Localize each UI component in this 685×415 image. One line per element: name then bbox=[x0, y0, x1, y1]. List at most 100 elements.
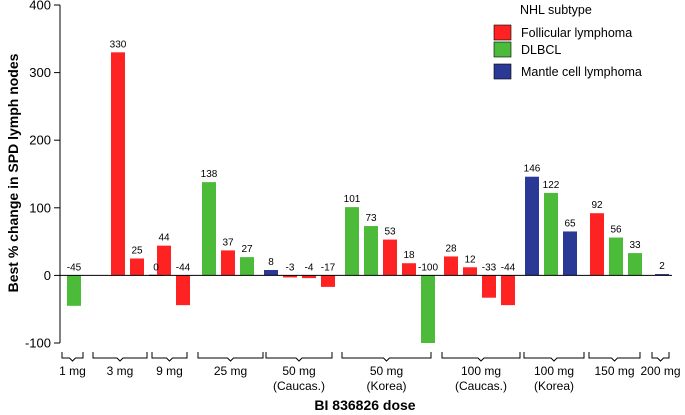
bar-value-label: 25 bbox=[131, 246, 143, 257]
bar bbox=[383, 239, 397, 276]
x-group-label: 100 mg bbox=[461, 364, 501, 378]
bar-value-label: 53 bbox=[384, 227, 396, 238]
bar-value-label: 18 bbox=[403, 250, 415, 261]
bar-value-label: -17 bbox=[321, 262, 336, 273]
y-tick-label: 400 bbox=[29, 0, 51, 13]
bar bbox=[176, 275, 190, 306]
legend-swatch-mantle bbox=[493, 63, 512, 80]
bar bbox=[444, 256, 458, 276]
group-bracket bbox=[151, 352, 188, 362]
group-bracket bbox=[265, 352, 333, 362]
bar bbox=[130, 258, 144, 276]
bar-value-label: 330 bbox=[110, 39, 127, 50]
legend-swatch-dlbcl bbox=[493, 41, 512, 58]
group-bracket bbox=[588, 352, 641, 362]
x-group-label: 150 mg bbox=[594, 364, 634, 378]
y-tick-label: 0 bbox=[44, 268, 51, 283]
legend-title: NHL subtype bbox=[520, 3, 592, 17]
legend-item-follicular: Follicular lymphoma bbox=[493, 24, 632, 41]
bar-value-label: -44 bbox=[176, 262, 191, 273]
bar-value-label: 73 bbox=[365, 213, 377, 224]
bar bbox=[402, 263, 416, 276]
bar-value-label: 33 bbox=[629, 240, 641, 251]
bar bbox=[421, 275, 435, 343]
bar-value-label: 65 bbox=[564, 218, 576, 229]
bar-value-label: 37 bbox=[222, 237, 234, 248]
bar-value-label: 122 bbox=[543, 180, 560, 191]
bar bbox=[221, 250, 235, 276]
bars-layer bbox=[60, 52, 672, 343]
bar-value-label: 27 bbox=[241, 244, 253, 255]
bar bbox=[563, 231, 577, 276]
bar-value-label: 44 bbox=[158, 233, 170, 244]
bar bbox=[202, 182, 216, 276]
x-group-label: 3 mg bbox=[107, 364, 134, 378]
bar-value-label: 56 bbox=[610, 225, 622, 236]
x-group-label: 100 mg bbox=[534, 364, 574, 378]
x-group-label: 9 mg bbox=[156, 364, 183, 378]
bar-value-label: 101 bbox=[344, 194, 361, 205]
group-bracket bbox=[341, 352, 432, 362]
y-axis-title: Best % change in SPD lymph nodes bbox=[5, 53, 21, 292]
x-group-label: (Caucas.) bbox=[273, 379, 325, 393]
bar-value-label: 0 bbox=[153, 262, 159, 273]
x-group-label: 1 mg bbox=[59, 364, 86, 378]
bar bbox=[302, 275, 316, 279]
data-labels-layer: -45 330 25 0 44 -44 138 37 27 8 -3 -4 -17 101 73 53 18-1… bbox=[67, 39, 665, 273]
bar bbox=[544, 192, 558, 276]
bar bbox=[628, 253, 642, 276]
x-group-label: (Korea) bbox=[534, 379, 574, 393]
bar bbox=[501, 275, 515, 306]
legend-label-mantle: Mantle cell lymphoma bbox=[521, 65, 642, 79]
x-axis-title: BI 836826 dose bbox=[314, 397, 415, 413]
bar-value-label: 138 bbox=[201, 169, 218, 180]
bar bbox=[283, 275, 297, 278]
group-bracket bbox=[197, 352, 264, 362]
bar bbox=[345, 207, 359, 276]
bar-value-label: -45 bbox=[67, 262, 82, 273]
bar bbox=[157, 245, 171, 276]
bar-value-label: 92 bbox=[591, 200, 603, 211]
y-tick-label: 100 bbox=[29, 200, 51, 215]
bar bbox=[525, 176, 539, 276]
legend: NHL subtype Follicular lymphoma DLBCL Ma… bbox=[493, 3, 642, 80]
bar bbox=[67, 275, 81, 306]
bar-value-label: -33 bbox=[482, 262, 497, 273]
bar bbox=[364, 226, 378, 276]
bar-value-label: -100 bbox=[418, 262, 438, 273]
legend-label-follicular: Follicular lymphoma bbox=[521, 26, 632, 40]
y-tick-label: 200 bbox=[29, 133, 51, 148]
group-bracket bbox=[441, 352, 521, 362]
legend-label-dlbcl: DLBCL bbox=[521, 43, 561, 57]
bar bbox=[111, 52, 125, 276]
x-group-label: 50 mg bbox=[282, 364, 315, 378]
legend-swatch-follicular bbox=[493, 24, 512, 41]
x-group-label: 200 mg bbox=[640, 364, 680, 378]
x-group-label: (Korea) bbox=[366, 379, 406, 393]
x-group-label: (Caucas.) bbox=[455, 379, 507, 393]
y-tick-label: -100 bbox=[25, 336, 51, 351]
group-bracket bbox=[92, 352, 148, 362]
group-bracket bbox=[61, 352, 84, 362]
bar-value-label: 146 bbox=[524, 164, 541, 175]
x-group-label: 25 mg bbox=[214, 364, 247, 378]
bar bbox=[463, 267, 477, 276]
legend-item-mantle: Mantle cell lymphoma bbox=[493, 63, 642, 80]
group-bracket bbox=[523, 352, 585, 362]
bar-value-label: -44 bbox=[501, 262, 516, 273]
bar bbox=[264, 269, 278, 276]
bar-value-label: -4 bbox=[305, 262, 314, 273]
bar-value-label: -3 bbox=[286, 262, 295, 273]
bar bbox=[240, 257, 254, 276]
bar bbox=[609, 237, 623, 276]
bar-value-label: 12 bbox=[464, 254, 476, 265]
bar bbox=[482, 275, 496, 298]
x-group-label: 50 mg bbox=[370, 364, 403, 378]
bar bbox=[590, 213, 604, 276]
bar-value-label: 2 bbox=[659, 261, 665, 272]
bar bbox=[321, 275, 335, 287]
y-tick-label: 300 bbox=[29, 65, 51, 80]
x-axis-groups: 1 mg 3 mg 9 mg 25 mg 50 mg(Caucas.)50 mg(Kor… bbox=[59, 352, 681, 393]
bar-value-label: 28 bbox=[445, 243, 457, 254]
